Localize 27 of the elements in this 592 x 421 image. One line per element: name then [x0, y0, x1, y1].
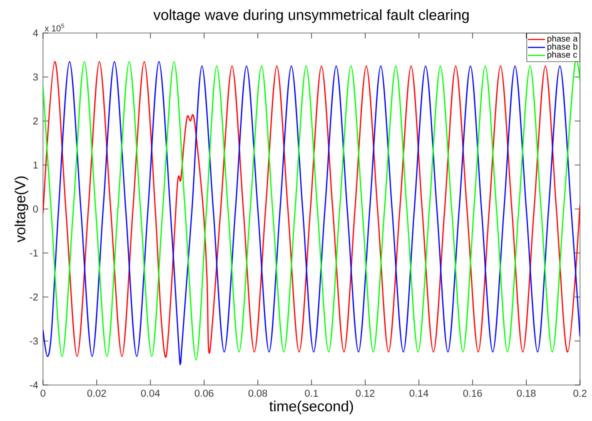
x-tick-label: 0.02 [87, 390, 106, 397]
y-tick-label: 1 [33, 162, 38, 168]
legend-label: phase b [547, 43, 578, 52]
y-tick-label: -4 [30, 382, 38, 388]
x-tick-label: 0.04 [141, 390, 160, 397]
chart-title: voltage wave during unsymmetrical fault clearing [153, 9, 469, 23]
x-tick-label: 0.08 [248, 390, 268, 397]
y-tick-label: -3 [30, 337, 38, 345]
x-tick-label: 0.18 [516, 390, 536, 397]
y-axis-title: voltage(V) [14, 176, 28, 242]
x-tick-label: 0.1 [304, 390, 318, 397]
y-tick-label: -1 [30, 250, 38, 256]
y-tick-label: 4 [32, 30, 38, 36]
text: x 10$^{5}$ [44, 24, 64, 32]
y-tick-label: -2 [30, 294, 38, 300]
x-tick-label: 0.06 [194, 390, 214, 397]
x-tick-label: 0.12 [356, 390, 374, 397]
y-tick-label: 3 [33, 73, 38, 81]
x-tick-label: 0.2 [573, 390, 586, 397]
x-tick-label: 0.14 [410, 390, 428, 397]
x-tick-label: 0 [40, 390, 46, 397]
legend-label: phase c [547, 51, 578, 60]
y-tick-label: 2 [33, 118, 38, 124]
x-tick-label: 0.16 [463, 390, 482, 397]
legend-label: phase a [547, 35, 578, 44]
y-tick-label: 0 [33, 205, 38, 213]
x-axis-title: time(second) [269, 400, 353, 414]
